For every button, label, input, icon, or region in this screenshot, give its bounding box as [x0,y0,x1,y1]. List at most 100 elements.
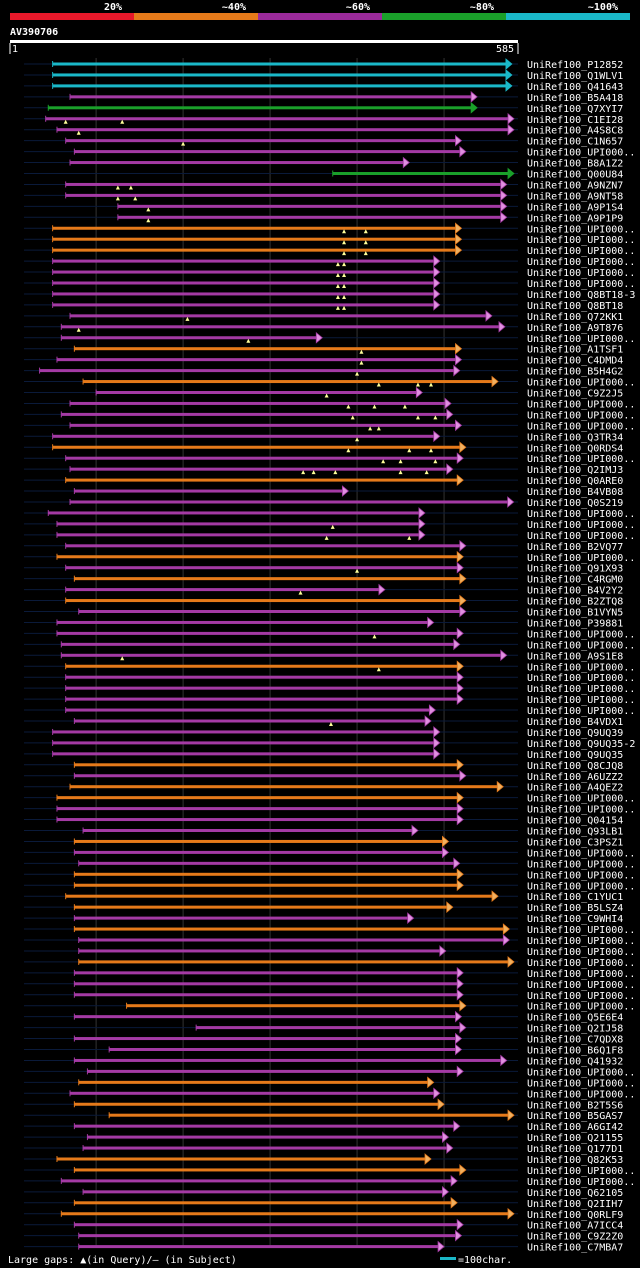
hit-label[interactable]: UniRef100_Q7XYI7 [527,104,623,115]
hit-label[interactable]: UniRef100_A4QEZ2 [527,783,623,794]
hit-label[interactable]: UniRef100_B1VYN5 [527,608,623,619]
hit-row[interactable]: UniRef100_A9NT58 [24,189,623,202]
hit-label[interactable]: UniRef100_UPI000.. [527,1067,635,1078]
hit-row[interactable]: UniRef100_A1TSF1 [24,342,623,356]
hit-label[interactable]: UniRef100_A9NZN7 [527,180,623,191]
hit-row[interactable]: UniRef100_UPI000.. [24,846,635,859]
hit-label[interactable]: UniRef100_Q3TR34 [527,432,623,443]
hit-row[interactable]: UniRef100_UPI000.. [24,550,635,564]
hit-label[interactable]: UniRef100_Q8CJQ8 [527,761,623,772]
hit-label[interactable]: UniRef100_B2VQ77 [527,542,623,553]
hit-label[interactable]: UniRef100_B4V2Y2 [527,586,623,597]
hit-row[interactable]: UniRef100_B5GAS7 [24,1109,623,1122]
hit-row[interactable]: UniRef100_Q2IMJ3 [24,463,623,476]
hit-row[interactable]: UniRef100_Q41932 [24,1054,623,1067]
hit-row[interactable]: UniRef100_UPI000.. [24,977,635,991]
hit-row[interactable]: UniRef100_Q5E6E4 [24,1010,623,1024]
hit-row[interactable]: UniRef100_UPI000.. [24,528,635,542]
hit-row[interactable]: UniRef100_A7ICC4 [24,1218,623,1232]
hit-label[interactable]: UniRef100_Q2IMJ3 [527,465,623,476]
hit-label[interactable]: UniRef100_UPI000.. [527,969,635,980]
hit-label[interactable]: UniRef100_Q9UQ35 [527,750,623,761]
hit-label[interactable]: UniRef100_UPI000.. [527,673,635,684]
hit-label[interactable]: UniRef100_C1EI28 [527,115,623,126]
hit-label[interactable]: UniRef100_Q177D1 [527,1144,623,1155]
hit-row[interactable]: UniRef100_Q9UQ39 [24,726,623,739]
hit-row[interactable]: UniRef100_UPI000.. [24,244,635,257]
hit-row[interactable]: UniRef100_Q7XYI7 [24,101,623,115]
hit-row[interactable]: UniRef100_C9Z2J5 [24,386,623,400]
hit-row[interactable]: UniRef100_Q0RDS4 [24,441,623,454]
hit-label[interactable]: UniRef100_UPI000.. [527,870,635,881]
hit-row[interactable]: UniRef100_C4DMD4 [24,353,623,367]
hit-label[interactable]: UniRef100_UPI000.. [527,925,635,936]
hit-label[interactable]: UniRef100_Q04154 [527,816,623,827]
hit-label[interactable]: UniRef100_B5A418 [527,93,623,104]
hit-label[interactable]: UniRef100_Q21155 [527,1133,623,1144]
hit-row[interactable]: UniRef100_UPI000.. [24,638,635,651]
hit-label[interactable]: UniRef100_A7ICC4 [527,1221,623,1232]
hit-label[interactable]: UniRef100_UPI000.. [527,1166,635,1177]
hit-label[interactable]: UniRef100_UPI000.. [527,794,635,805]
hit-label[interactable]: UniRef100_C3PSZ1 [527,837,623,848]
hit-row[interactable]: UniRef100_UPI000.. [24,934,635,947]
hit-label[interactable]: UniRef100_UPI000.. [527,1089,635,1100]
hit-label[interactable]: UniRef100_C7MBA7 [527,1243,623,1254]
hit-label[interactable]: UniRef100_UPI000.. [527,629,635,640]
hit-label[interactable]: UniRef100_A9P1S4 [527,202,623,213]
hit-row[interactable]: UniRef100_UPI000.. [24,627,635,640]
hit-label[interactable]: UniRef100_B4VDX1 [527,717,623,728]
hit-row[interactable]: UniRef100_Q0ARE0 [24,474,623,487]
hit-label[interactable]: UniRef100_B5GAS7 [527,1111,623,1122]
hit-label[interactable]: UniRef100_UPI000.. [527,1078,635,1089]
hit-row[interactable]: UniRef100_B1VYN5 [24,605,623,619]
hit-row[interactable]: UniRef100_UPI000.. [24,1087,635,1100]
hit-row[interactable]: UniRef100_B4VB08 [24,485,623,498]
hit-row[interactable]: UniRef100_A4QEZ2 [24,780,623,794]
hit-label[interactable]: UniRef100_Q8BT18 [527,301,623,312]
hit-row[interactable]: UniRef100_C7MBA7 [24,1240,623,1254]
hit-row[interactable]: UniRef100_UPI000.. [24,397,635,410]
hit-row[interactable]: UniRef100_Q41643 [24,80,623,93]
hit-label[interactable]: UniRef100_A6UZZ2 [527,772,623,783]
hit-label[interactable]: UniRef100_Q41643 [527,82,623,93]
hit-row[interactable]: UniRef100_UPI000.. [24,222,635,235]
hit-label[interactable]: UniRef100_Q62105 [527,1188,623,1199]
hit-label[interactable]: UniRef100_B8A1Z2 [527,159,623,170]
hit-label[interactable]: UniRef100_UPI000.. [527,640,635,651]
hit-label[interactable]: UniRef100_B5LSZ4 [527,903,623,914]
hit-label[interactable]: UniRef100_Q9UQ35-2 [527,739,635,750]
hit-row[interactable]: UniRef100_B5H4G2 [24,364,623,378]
hit-row[interactable]: UniRef100_UPI000.. [24,966,635,980]
hit-label[interactable]: UniRef100_UPI000.. [527,936,635,947]
hit-label[interactable]: UniRef100_UPI000.. [527,662,635,673]
hit-row[interactable]: UniRef100_UPI000.. [24,791,635,805]
hit-label[interactable]: UniRef100_C7QDX8 [527,1035,623,1046]
hit-row[interactable]: UniRef100_UPI000.. [24,255,635,268]
hit-row[interactable]: UniRef100_A9P1S4 [24,200,623,213]
hit-label[interactable]: UniRef100_Q72KK1 [527,312,623,323]
hit-row[interactable]: UniRef100_UPI000.. [24,945,635,958]
hit-row[interactable]: UniRef100_B8A1Z2 [24,156,623,170]
hit-row[interactable]: UniRef100_Q9UQ35-2 [24,737,635,750]
hit-row[interactable]: UniRef100_UPI000.. [24,671,635,684]
hit-row[interactable]: UniRef100_Q82K53 [24,1153,623,1166]
hit-label[interactable]: UniRef100_C4DMD4 [527,356,623,367]
hit-row[interactable]: UniRef100_Q3TR34 [24,430,623,443]
hit-row[interactable]: UniRef100_A4S8C8 [24,123,623,137]
hit-row[interactable]: UniRef100_Q04154 [24,813,623,827]
hit-row[interactable]: UniRef100_Q21155 [24,1131,623,1144]
hit-row[interactable]: UniRef100_A9P1P9 [24,211,623,224]
hit-row[interactable]: UniRef100_B5LSZ4 [24,901,623,914]
hit-row[interactable]: UniRef100_C1N657 [24,134,623,148]
hit-label[interactable]: UniRef100_UPI000.. [527,235,635,246]
hit-label[interactable]: UniRef100_UPI000.. [527,279,635,290]
hit-row[interactable]: UniRef100_Q0RLF9 [24,1207,623,1221]
hit-row[interactable]: UniRef100_UPI000.. [24,857,635,870]
hit-label[interactable]: UniRef100_C1YUC1 [527,892,623,903]
hit-label[interactable]: UniRef100_UPI000.. [527,509,635,520]
hit-label[interactable]: UniRef100_B4VB08 [527,487,623,498]
hit-label[interactable]: UniRef100_UPI000.. [527,947,635,958]
hit-label[interactable]: UniRef100_UPI000.. [527,684,635,695]
hit-label[interactable]: UniRef100_Q2IIH7 [527,1199,623,1210]
